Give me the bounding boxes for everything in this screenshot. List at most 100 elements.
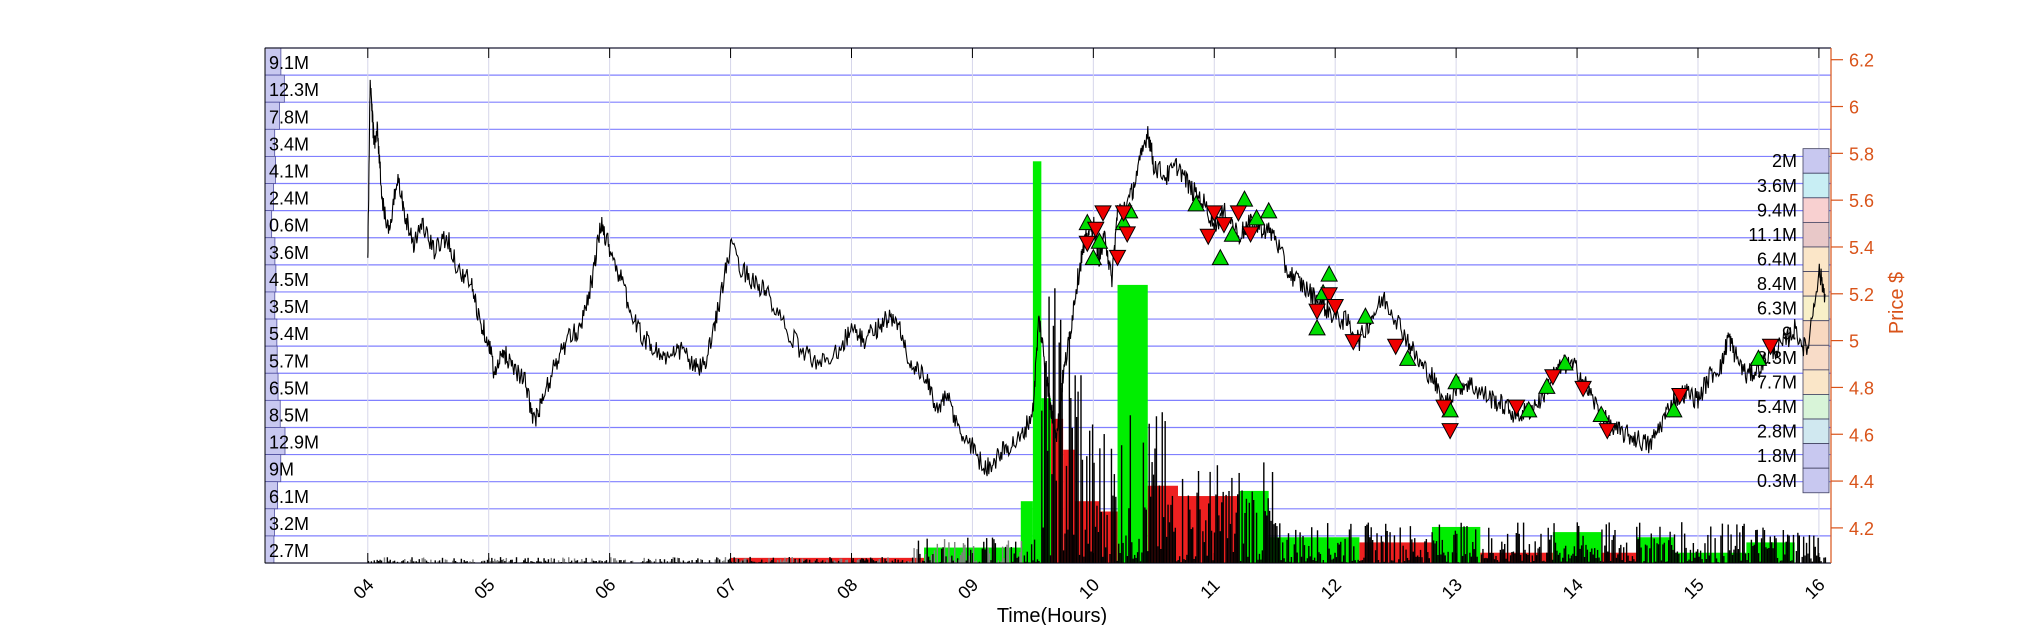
volume-spike [1406, 557, 1409, 563]
volume-spike [970, 549, 972, 563]
volume-spike [983, 541, 985, 563]
volume-spike [563, 558, 566, 563]
volume-spike [1303, 545, 1306, 563]
volume-spike [1576, 522, 1578, 563]
volume-spike [1623, 547, 1625, 563]
volume-spike [878, 559, 880, 563]
volume-spike [1202, 531, 1204, 563]
volume-spike [568, 557, 570, 563]
volume-spike [1470, 556, 1473, 563]
volume-spike [991, 537, 994, 563]
volume-spike [1041, 410, 1043, 563]
volume-spike [1335, 557, 1338, 563]
volume-spike [877, 561, 879, 563]
volume-spike [1348, 529, 1351, 563]
volume-spike [499, 557, 502, 563]
volume-spike [1666, 561, 1668, 563]
volume-spike [1743, 523, 1745, 563]
volume-spike [1573, 546, 1576, 563]
volume-spike [1152, 474, 1155, 563]
volume-spike [875, 561, 878, 563]
volume-spike [1412, 551, 1414, 563]
volume-spike [1775, 538, 1777, 563]
volume-spike [540, 561, 542, 563]
volume-spike [1681, 522, 1683, 563]
volume-spike [1739, 532, 1741, 563]
volume-spike [454, 561, 457, 563]
right-profile-bar [1802, 295, 1830, 322]
volume-spike [1736, 524, 1738, 563]
volume-spike [592, 560, 595, 563]
volume-spike [1097, 532, 1100, 563]
volume-spike [806, 559, 808, 563]
volume-spike [1454, 530, 1457, 563]
volume-spike [1139, 561, 1142, 563]
volume-spike [1363, 557, 1365, 563]
volume-spike [1260, 559, 1262, 563]
volume-spike [691, 560, 693, 563]
volume-spike [1252, 499, 1255, 563]
volume-spike [736, 558, 738, 563]
volume-spike [1760, 538, 1763, 563]
volume-spike [1638, 522, 1641, 563]
volume-spike [1408, 560, 1410, 563]
volume-spike [1525, 553, 1528, 563]
volume-spike [1605, 524, 1607, 563]
volume-spike [601, 561, 603, 563]
volume-spike [1717, 561, 1719, 563]
volume-spike [1823, 557, 1825, 563]
volume-spike [1797, 532, 1799, 563]
volume-spike [643, 557, 645, 563]
volume-spike [874, 561, 876, 563]
volume-bars [367, 161, 1827, 564]
volume-spike [527, 557, 529, 563]
volume-spike [1055, 480, 1058, 563]
right-profile-bar [1802, 221, 1830, 248]
volume-spike [1216, 465, 1219, 563]
volume-spike [1187, 495, 1190, 563]
volume-spike [1006, 544, 1008, 563]
volume-spike [1071, 427, 1073, 563]
right-profile-bar [1802, 320, 1830, 346]
volume-spike [1045, 360, 1047, 563]
volume-spike [724, 557, 727, 563]
volume-spike [644, 561, 647, 563]
volume-spike [1280, 560, 1282, 563]
volume-spike [708, 560, 711, 563]
volume-spike [427, 561, 429, 563]
volume-spike [1145, 509, 1147, 563]
volume-spike [1160, 548, 1162, 563]
volume-spike [1313, 557, 1316, 563]
volume-spike [1331, 559, 1333, 563]
volume-spike [1556, 550, 1558, 563]
volume-spike [1596, 549, 1599, 563]
volume-spike [446, 559, 448, 563]
volume-spike [631, 560, 634, 563]
volume-spike [618, 560, 621, 563]
volume-spike [687, 561, 689, 563]
volume-spike [962, 543, 965, 563]
volume-spike [1244, 512, 1246, 563]
price-series-line [367, 79, 1826, 477]
volume-spike [1547, 527, 1549, 563]
volume-spike [949, 557, 952, 563]
sell-signal-marker [1507, 399, 1526, 417]
volume-spike [1567, 554, 1570, 563]
volume-spike [678, 558, 680, 563]
sell-signal-marker [1308, 303, 1326, 321]
volume-spike [523, 560, 525, 563]
volume-bar [1032, 161, 1042, 564]
volume-spike [1728, 550, 1731, 563]
volume-spike [1752, 545, 1754, 563]
volume-spike [469, 561, 471, 563]
volume-spike [1176, 561, 1178, 563]
volume-spike [1309, 556, 1311, 563]
volume-spike [1305, 561, 1307, 563]
volume-spike [1801, 556, 1803, 563]
volume-spike [392, 561, 394, 563]
volume-spike [1122, 542, 1124, 563]
volume-spike [718, 559, 721, 563]
volume-spike [1059, 319, 1062, 563]
buy-signal-marker [1320, 265, 1338, 282]
volume-spike [599, 560, 602, 563]
